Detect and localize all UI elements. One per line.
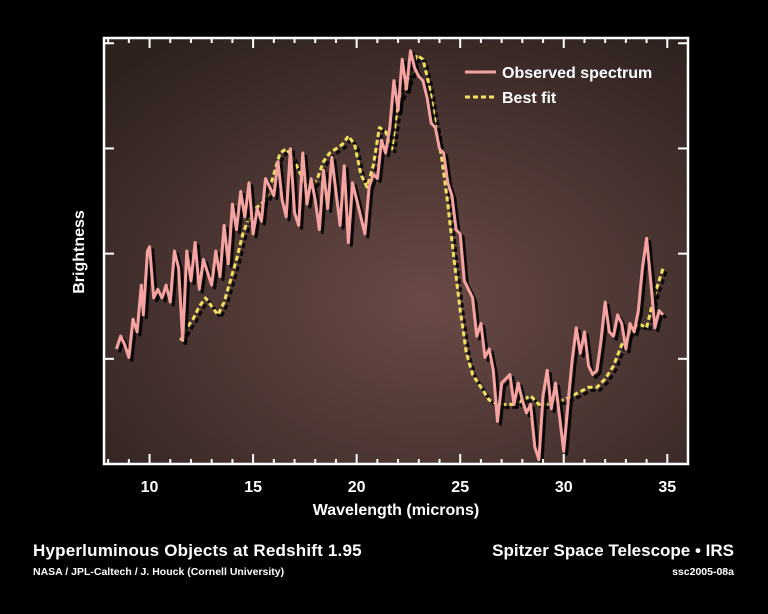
y-axis-label: Brightness	[71, 210, 88, 294]
image-id: ssc2005-08a	[672, 566, 734, 578]
figure-credit: NASA / JPL-Caltech / J. Houck (Cornell U…	[33, 566, 285, 578]
axis-ticks	[104, 38, 689, 464]
observed-spectrum-line	[114, 49, 665, 462]
x-tick-label: 30	[555, 479, 573, 496]
legend-label-fit: Best fit	[502, 90, 557, 107]
spectrum-chart: 10 15 20 25 30 35 Wavelength (microns) Bright…	[71, 36, 690, 519]
x-tick-label: 10	[141, 479, 159, 496]
plot-frame	[102, 36, 690, 466]
x-axis-label: Wavelength (microns)	[313, 502, 480, 519]
legend: Observed spectrum Best fit	[465, 65, 652, 107]
x-tick-label: 25	[451, 479, 469, 496]
x-tick-label: 15	[244, 479, 262, 496]
observed-spectrum-line-shadow	[117, 52, 668, 465]
x-tick-labels: 10 15 20 25 30 35	[141, 479, 677, 496]
x-tick-label: 20	[348, 479, 366, 496]
curves-layer	[114, 49, 668, 465]
legend-label-observed: Observed spectrum	[502, 65, 652, 82]
mission-label: Spitzer Space Telescope • IRS	[492, 541, 734, 560]
x-tick-label: 35	[658, 479, 676, 496]
figure-title: Hyperluminous Objects at Redshift 1.95	[33, 541, 362, 560]
